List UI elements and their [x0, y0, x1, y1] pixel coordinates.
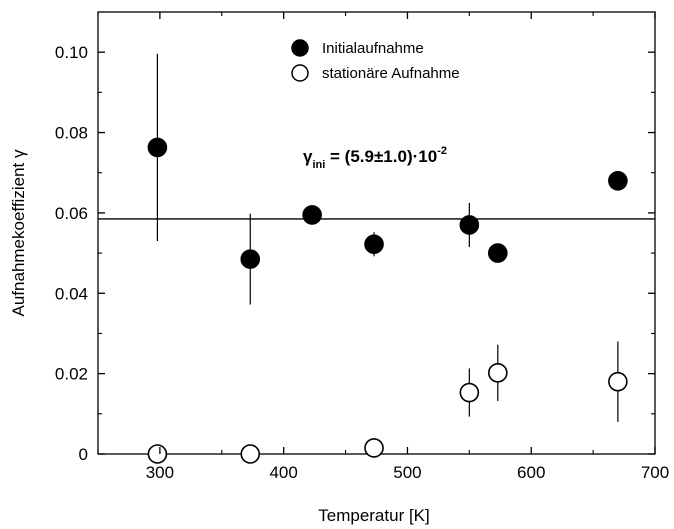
data-point-stationaere-aufnahme: [147, 444, 168, 464]
legend-marker-initialaufnahme: [291, 39, 309, 57]
x-tick-label: 500: [393, 463, 421, 482]
y-tick-label: 0.10: [55, 43, 88, 62]
data-point-stationaere-aufnahme: [459, 382, 480, 403]
data-point-stationaere-aufnahme: [240, 444, 261, 464]
annotation-exponent: -2: [437, 145, 447, 157]
data-point-stationaere-aufnahme: [608, 371, 628, 392]
data-point-initialaufnahme: [459, 215, 480, 235]
y-tick-label: 0.06: [55, 204, 88, 223]
legend: Initialaufnahme stationäre Aufnahme: [291, 39, 460, 82]
y-tick-label: 0.08: [55, 124, 88, 143]
y-tick-label: 0.02: [55, 365, 88, 384]
x-tick-label: 400: [269, 463, 297, 482]
tick-layer: 300 400 500 600 700 0 0.02 0.04 0.06 0.08 0.10: [55, 12, 669, 482]
x-axis-title: Temperatur [K]: [318, 506, 430, 525]
gamma-ini-annotation: γini = (5.9±1.0)·10-2: [303, 145, 447, 171]
y-tick-label: 0: [79, 445, 88, 464]
marker-layer: [147, 137, 628, 464]
data-point-initialaufnahme: [608, 170, 628, 191]
annotation-value: = (5.9±1.0)·10: [325, 147, 437, 166]
legend-marker-stationaere-aufnahme: [291, 64, 309, 82]
data-point-stationaere-aufnahme: [488, 363, 508, 383]
data-point-initialaufnahme: [364, 234, 384, 255]
legend-label-initialaufnahme: Initialaufnahme: [322, 40, 424, 57]
annotation-gamma: γ: [303, 147, 313, 166]
data-point-initialaufnahme: [147, 137, 168, 158]
y-tick-label: 0.04: [55, 284, 88, 303]
legend-label-stationaere-aufnahme: stationäre Aufnahme: [322, 65, 460, 82]
annotation-subscript: ini: [312, 159, 325, 171]
y-axis-title: Aufnahmekoeffizient γ: [9, 149, 28, 316]
data-point-stationaere-aufnahme: [364, 438, 384, 458]
errorbar-layer: [156, 53, 619, 422]
x-tick-label: 700: [641, 463, 669, 482]
data-point-initialaufnahme: [240, 249, 261, 269]
data-point-initialaufnahme: [302, 205, 322, 225]
x-tick-label: 300: [146, 463, 174, 482]
x-tick-label: 600: [517, 463, 545, 482]
data-point-initialaufnahme: [488, 243, 508, 263]
